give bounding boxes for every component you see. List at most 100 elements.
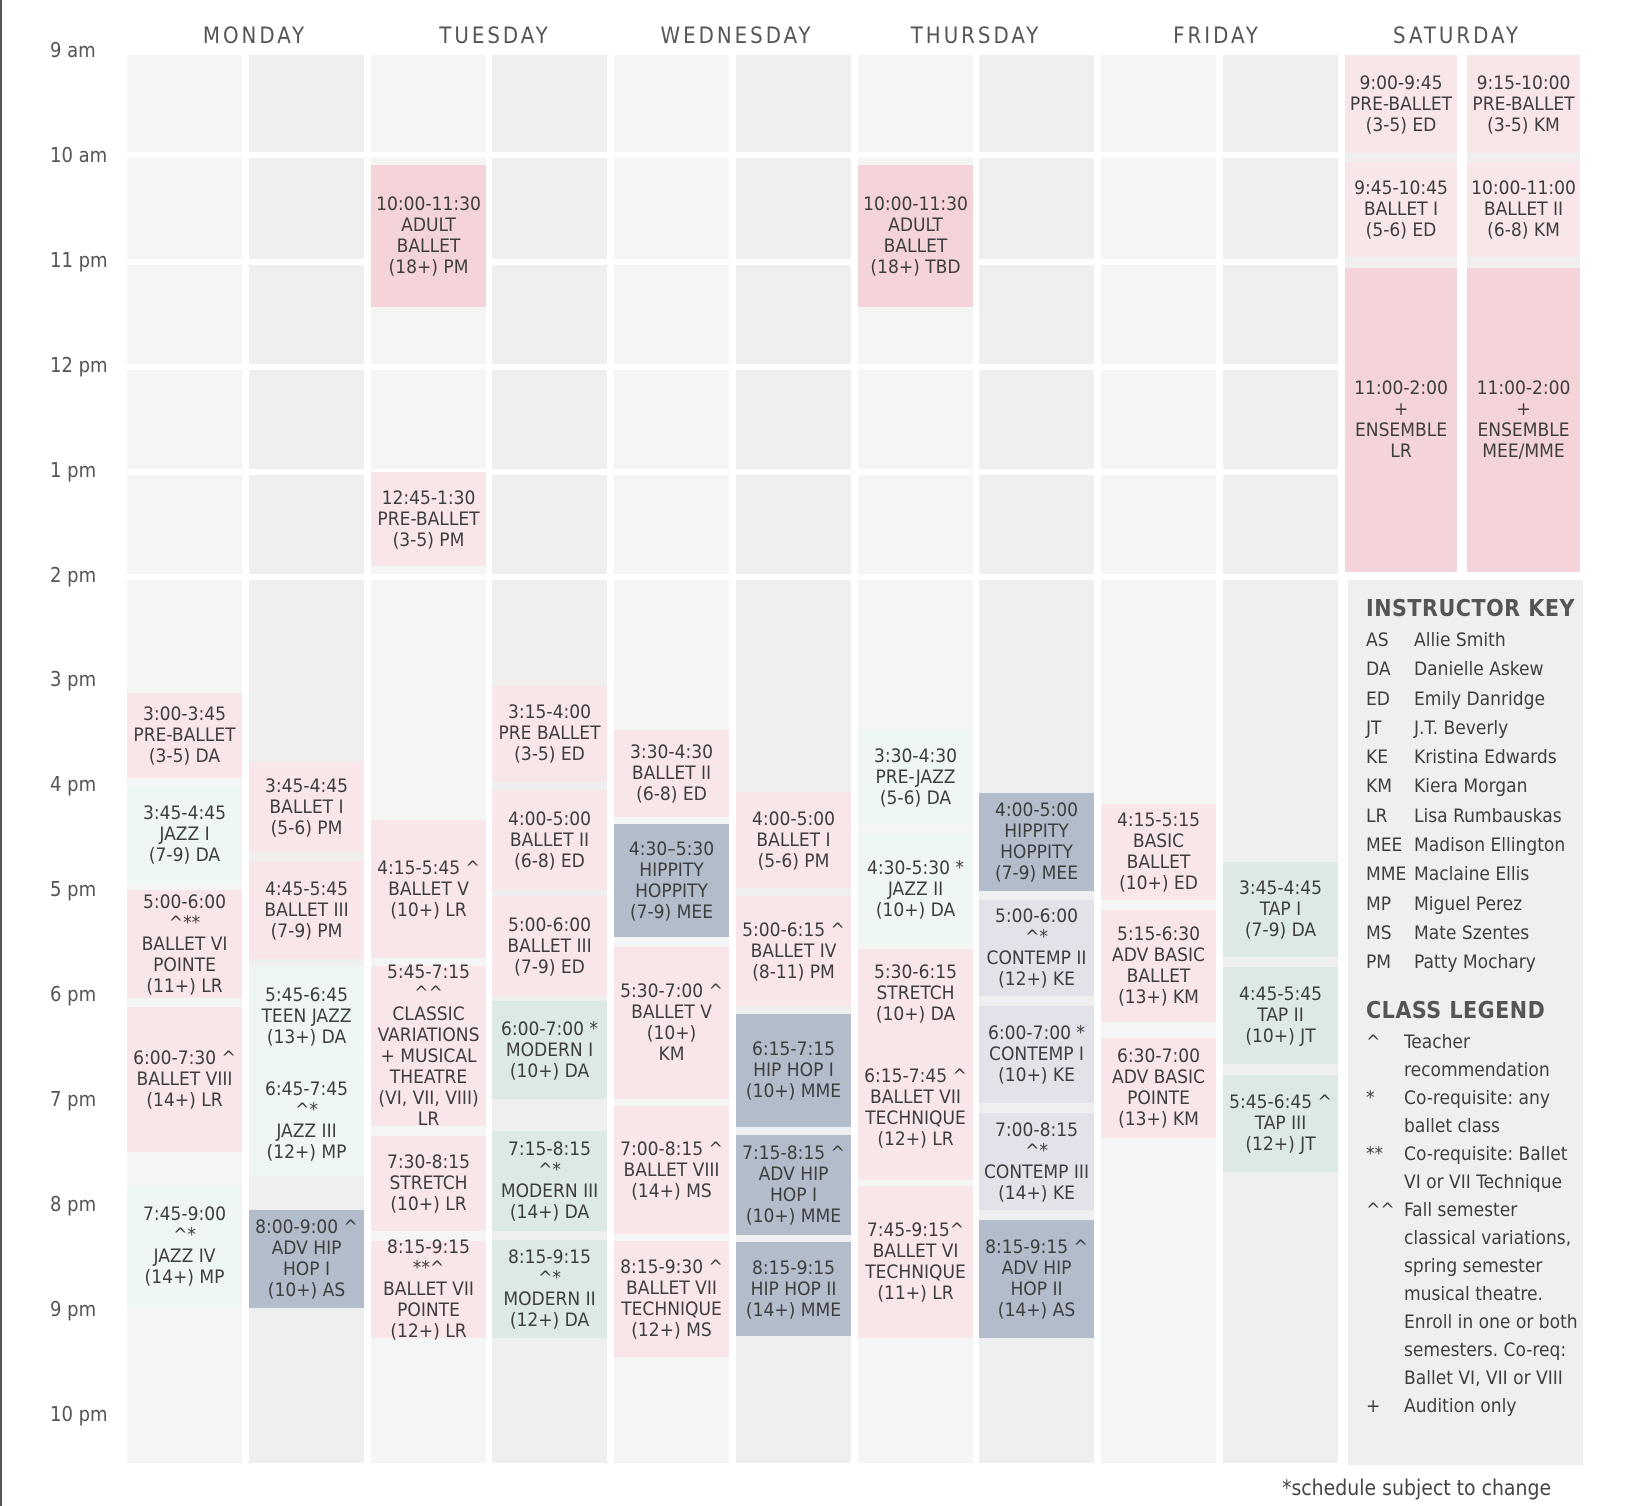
instructor-name: Kiera Morgan [1414, 775, 1528, 798]
class-block-tue-b-3: 5:00-6:00 BALLET III (7-9) ED [492, 896, 607, 996]
hour-label: 5 pm [50, 877, 97, 902]
instructor-code: MS [1366, 921, 1392, 944]
hour-label: 9 pm [50, 1296, 97, 1321]
grid-cell [736, 265, 851, 364]
instructor-name: Emily Danridge [1414, 687, 1545, 710]
grid-cell [249, 475, 364, 574]
grid-cell [1101, 158, 1216, 259]
hour-label: 1 pm [50, 457, 97, 482]
class-block-fri-b-1: 3:45-4:45 TAP I (7-9) DA [1223, 862, 1338, 957]
class-block-tue-b-6: 8:15-9:15 ^* MODERN II (12+) DA [492, 1240, 607, 1338]
class-block-wed-b-1: 4:00-5:00 BALLET I (5-6) PM [736, 792, 851, 888]
class-block-mon-a-5: 7:45-9:00 ^* JAZZ IV (14+) MP [127, 1186, 242, 1306]
class-legend-list: ^ Teacher recommendation * Co-requisite: an… [1366, 1028, 1583, 1420]
grid-cell [979, 475, 1094, 574]
day-header: TUESDAY [439, 24, 551, 49]
grid-cell [1223, 158, 1338, 259]
grid-cell [1223, 370, 1338, 469]
instructor-key-row: LR Lisa Rumbauskas [1366, 802, 1583, 831]
legend-text: Co-requisite: any ballet class [1404, 1086, 1550, 1137]
grid-cell [1223, 55, 1338, 152]
grid-cell [614, 475, 729, 574]
instructor-name: Mate Szentes [1414, 921, 1530, 944]
class-block-sat-b-3: 11:00-2:00 + ENSEMBLE MEE/MME [1467, 268, 1580, 572]
grid-cell [614, 370, 729, 469]
instructor-code: LR [1366, 804, 1388, 827]
class-block-mon-a-2: 3:45-4:45 JAZZ I (7-9) DA [127, 787, 242, 882]
legend-symbol: + [1366, 1394, 1381, 1417]
hour-label: 3 pm [50, 667, 97, 692]
instructor-name: Kristina Edwards [1414, 746, 1557, 769]
instructor-name: Madison Ellington [1414, 834, 1566, 857]
class-block-tue-b-4: 6:00-7:00 * MODERN I (10+) DA [492, 1001, 607, 1099]
instructor-code: PM [1366, 951, 1392, 974]
hour-label: 6 pm [50, 982, 97, 1007]
grid-cell [127, 55, 242, 152]
day-header: THURSDAY [910, 24, 1042, 49]
grid-cell [371, 370, 486, 469]
instructor-code: KM [1366, 775, 1392, 798]
legend-symbol: ^ [1366, 1030, 1381, 1053]
class-block-wed-b-5: 8:15-9:15 HIP HOP II (14+) MME [736, 1242, 851, 1336]
class-block-tue-a-5: 7:30-8:15 STRETCH (10+) LR [371, 1136, 486, 1231]
class-block-wed-a-3: 5:30-7:00 ^ BALLET V (10+) KM [614, 947, 729, 1099]
grid-cell [1101, 55, 1216, 152]
legend-text: Co-requisite: Ballet VI or VII Technique [1404, 1142, 1568, 1193]
class-legend-row: ** Co-requisite: Ballet VI or VII Techniq… [1366, 1140, 1583, 1196]
class-block-wed-a-1: 3:30-4:30 BALLET II (6-8) ED [614, 730, 729, 817]
legend-symbol: ^^ [1366, 1198, 1395, 1221]
grid-cell [127, 158, 242, 259]
day-header: FRIDAY [1173, 24, 1261, 49]
grid-cell [1101, 370, 1216, 469]
grid-cell [492, 265, 607, 364]
class-block-sat-a-1: 9:00-9:45 PRE-BALLET (3-5) ED [1345, 55, 1457, 153]
grid-cell [736, 475, 851, 574]
class-block-sat-a-2: 9:45-10:45 BALLET I (5-6) ED [1345, 162, 1457, 257]
grid-cell [1223, 475, 1338, 574]
grid-cell [614, 265, 729, 364]
grid-cell [492, 370, 607, 469]
class-block-tue-b-2: 4:00-5:00 BALLET II (6-8) ED [492, 790, 607, 890]
grid-cell [249, 265, 364, 364]
instructor-code: JT [1366, 716, 1382, 739]
class-block-mon-b-3: 5:45-6:45 TEEN JAZZ (13+) DA [249, 966, 364, 1066]
grid-cell [371, 55, 486, 152]
instructor-key-row: MS Mate Szentes [1366, 919, 1583, 948]
class-block-wed-a-4: 7:00-8:15 ^ BALLET VIII (14+) MS [614, 1106, 729, 1234]
instructor-name: Patty Mochary [1414, 951, 1536, 974]
instructor-key-row: MME Maclaine Ellis [1366, 860, 1583, 889]
instructor-name: Allie Smith [1414, 629, 1506, 651]
instructor-key-row: ED Emily Danridge [1366, 685, 1583, 714]
grid-cell [736, 158, 851, 259]
instructor-code: MEE [1366, 834, 1403, 857]
hour-label: 10 am [50, 142, 108, 167]
class-block-wed-b-4: 7:15-8:15 ^ ADV HIP HOP I (10+) MME [736, 1135, 851, 1235]
class-block-mon-b-4: 6:45-7:45 ^* JAZZ III (12+) MP [249, 1066, 364, 1176]
class-block-fri-a-3: 6:30-7:00 ADV BASIC POINTE (13+) KM [1101, 1038, 1216, 1138]
instructor-code: AS [1366, 629, 1389, 651]
grid-cell [979, 265, 1094, 364]
instructor-code: KE [1366, 746, 1389, 769]
hour-label: 8 pm [50, 1191, 97, 1216]
day-header: MONDAY [202, 24, 308, 49]
hour-label: 12 pm [50, 352, 108, 377]
class-block-mon-a-4: 6:00-7:30 ^ BALLET VIII (14+) LR [127, 1007, 242, 1152]
class-block-wed-a-2: 4:30–5:30 HIPPITY HOPPITY (7-9) MEE [614, 824, 729, 937]
instructor-name: Miguel Perez [1414, 892, 1523, 915]
grid-cell [1101, 475, 1216, 574]
grid-cell [979, 55, 1094, 152]
class-block-mon-b-1: 3:45-4:45 BALLET I (5-6) PM [249, 762, 364, 852]
grid-cell [127, 370, 242, 469]
class-block-thu-b-5: 8:15-9:15 ^ ADV HIP HOP II (14+) AS [979, 1220, 1094, 1338]
class-block-sat-b-2: 10:00-11:00 BALLET II (6-8) KM [1467, 162, 1580, 257]
instructor-name: Danielle Askew [1414, 658, 1544, 681]
class-block-thu-a-4: 5:30-6:15 STRETCH (10+) DA [858, 949, 973, 1038]
instructor-key-row: KE Kristina Edwards [1366, 743, 1583, 772]
class-legend-row: + Audition only [1366, 1392, 1583, 1420]
class-legend-row: * Co-requisite: any ballet class [1366, 1084, 1583, 1140]
instructor-key-panel: INSTRUCTOR KEY AS Allie Smith DA Danielle A… [1348, 580, 1583, 1465]
schedule-note: *schedule subject to change [1282, 1476, 1552, 1500]
class-block-tue-a-6: 8:15-9:15 **^ BALLET VII POINTE (12+) LR [371, 1237, 486, 1342]
class-block-tue-a-4: 5:45-7:15 ^^ CLASSIC VARIATIONS + MUSICA… [371, 962, 486, 1130]
grid-cell [249, 370, 364, 469]
